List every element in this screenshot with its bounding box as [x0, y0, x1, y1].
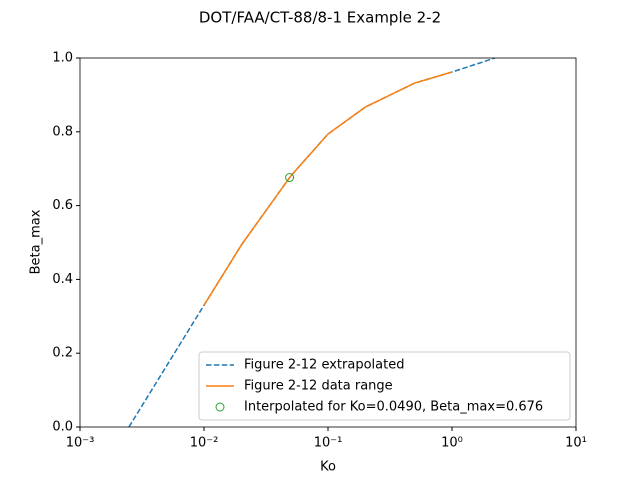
y-axis-label: Beta_max: [29, 209, 44, 274]
x-axis-label: Ko: [320, 460, 336, 475]
legend-label: Figure 2-12 extrapolated: [244, 358, 404, 373]
line-series: [203, 71, 453, 306]
y-tick-label: 0.0: [52, 420, 73, 435]
x-tick-label: 10¹: [565, 436, 587, 451]
y-tick-label: 1.0: [52, 51, 73, 66]
x-tick-label: 10⁻²: [190, 436, 219, 451]
y-tick-label: 0.6: [52, 198, 73, 213]
plot-frame: [79, 57, 577, 428]
y-tick-label: 0.2: [52, 346, 73, 361]
x-tick-label: 10⁰: [441, 436, 463, 451]
legend-marker: [215, 402, 225, 412]
legend-label: Figure 2-12 data range: [244, 379, 393, 394]
x-tick-label: 10⁻³: [66, 436, 95, 451]
legend-label: Interpolated for Ko=0.0490, Beta_max=0.6…: [244, 400, 543, 415]
y-tick-label: 0.8: [52, 124, 73, 139]
x-tick-label: 10⁻¹: [314, 436, 343, 451]
chart-title: DOT/FAA/CT-88/8-1 Example 2-2: [199, 9, 441, 27]
y-tick-label: 0.4: [52, 272, 73, 287]
legend-box: [198, 351, 571, 421]
scatter-point: [285, 173, 295, 183]
